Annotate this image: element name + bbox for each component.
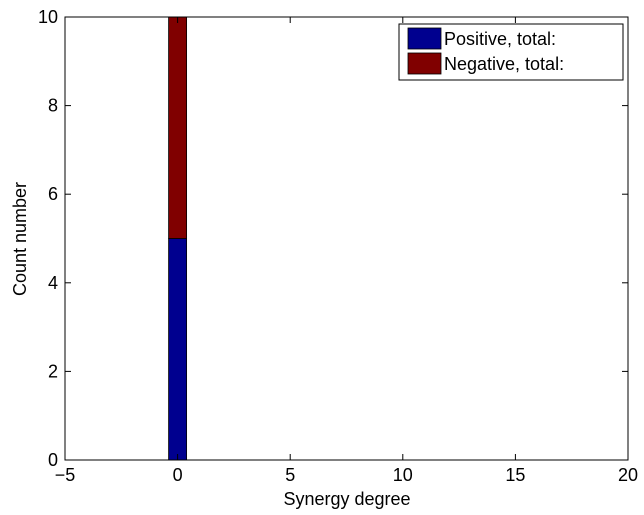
legend-entry-label: Positive, total: (444, 29, 556, 49)
x-tick-label: 0 (173, 465, 183, 485)
legend-swatch (407, 52, 442, 75)
bar-positive (168, 238, 188, 461)
legend: Positive, total: Negative, total: (398, 23, 624, 81)
axes-frame (64, 16, 629, 461)
y-tick-label: 10 (38, 7, 58, 27)
y-tick-label: 4 (48, 273, 58, 293)
x-tick-label: 20 (618, 465, 638, 485)
x-tick-label: 15 (505, 465, 525, 485)
axes (64, 16, 629, 461)
x-ticks: −5 0 5 10 15 20 (55, 17, 638, 485)
y-tick-label: 6 (48, 184, 58, 204)
legend-swatch (407, 27, 442, 50)
y-tick-label: 8 (48, 96, 58, 116)
x-axis-label: Synergy degree (283, 489, 410, 509)
bars (168, 16, 188, 461)
plot-background (65, 17, 628, 460)
y-axis-label: Count number (10, 182, 30, 296)
bar-negative (168, 16, 188, 239)
y-ticks: 0 2 4 6 8 10 (38, 7, 628, 470)
y-tick-label: 0 (48, 450, 58, 470)
x-tick-label: 5 (285, 465, 295, 485)
x-tick-label: −5 (55, 465, 76, 485)
legend-entry-label: Negative, total: (444, 54, 564, 74)
x-tick-label: 10 (393, 465, 413, 485)
plot-area (65, 17, 628, 460)
y-tick-label: 2 (48, 361, 58, 381)
